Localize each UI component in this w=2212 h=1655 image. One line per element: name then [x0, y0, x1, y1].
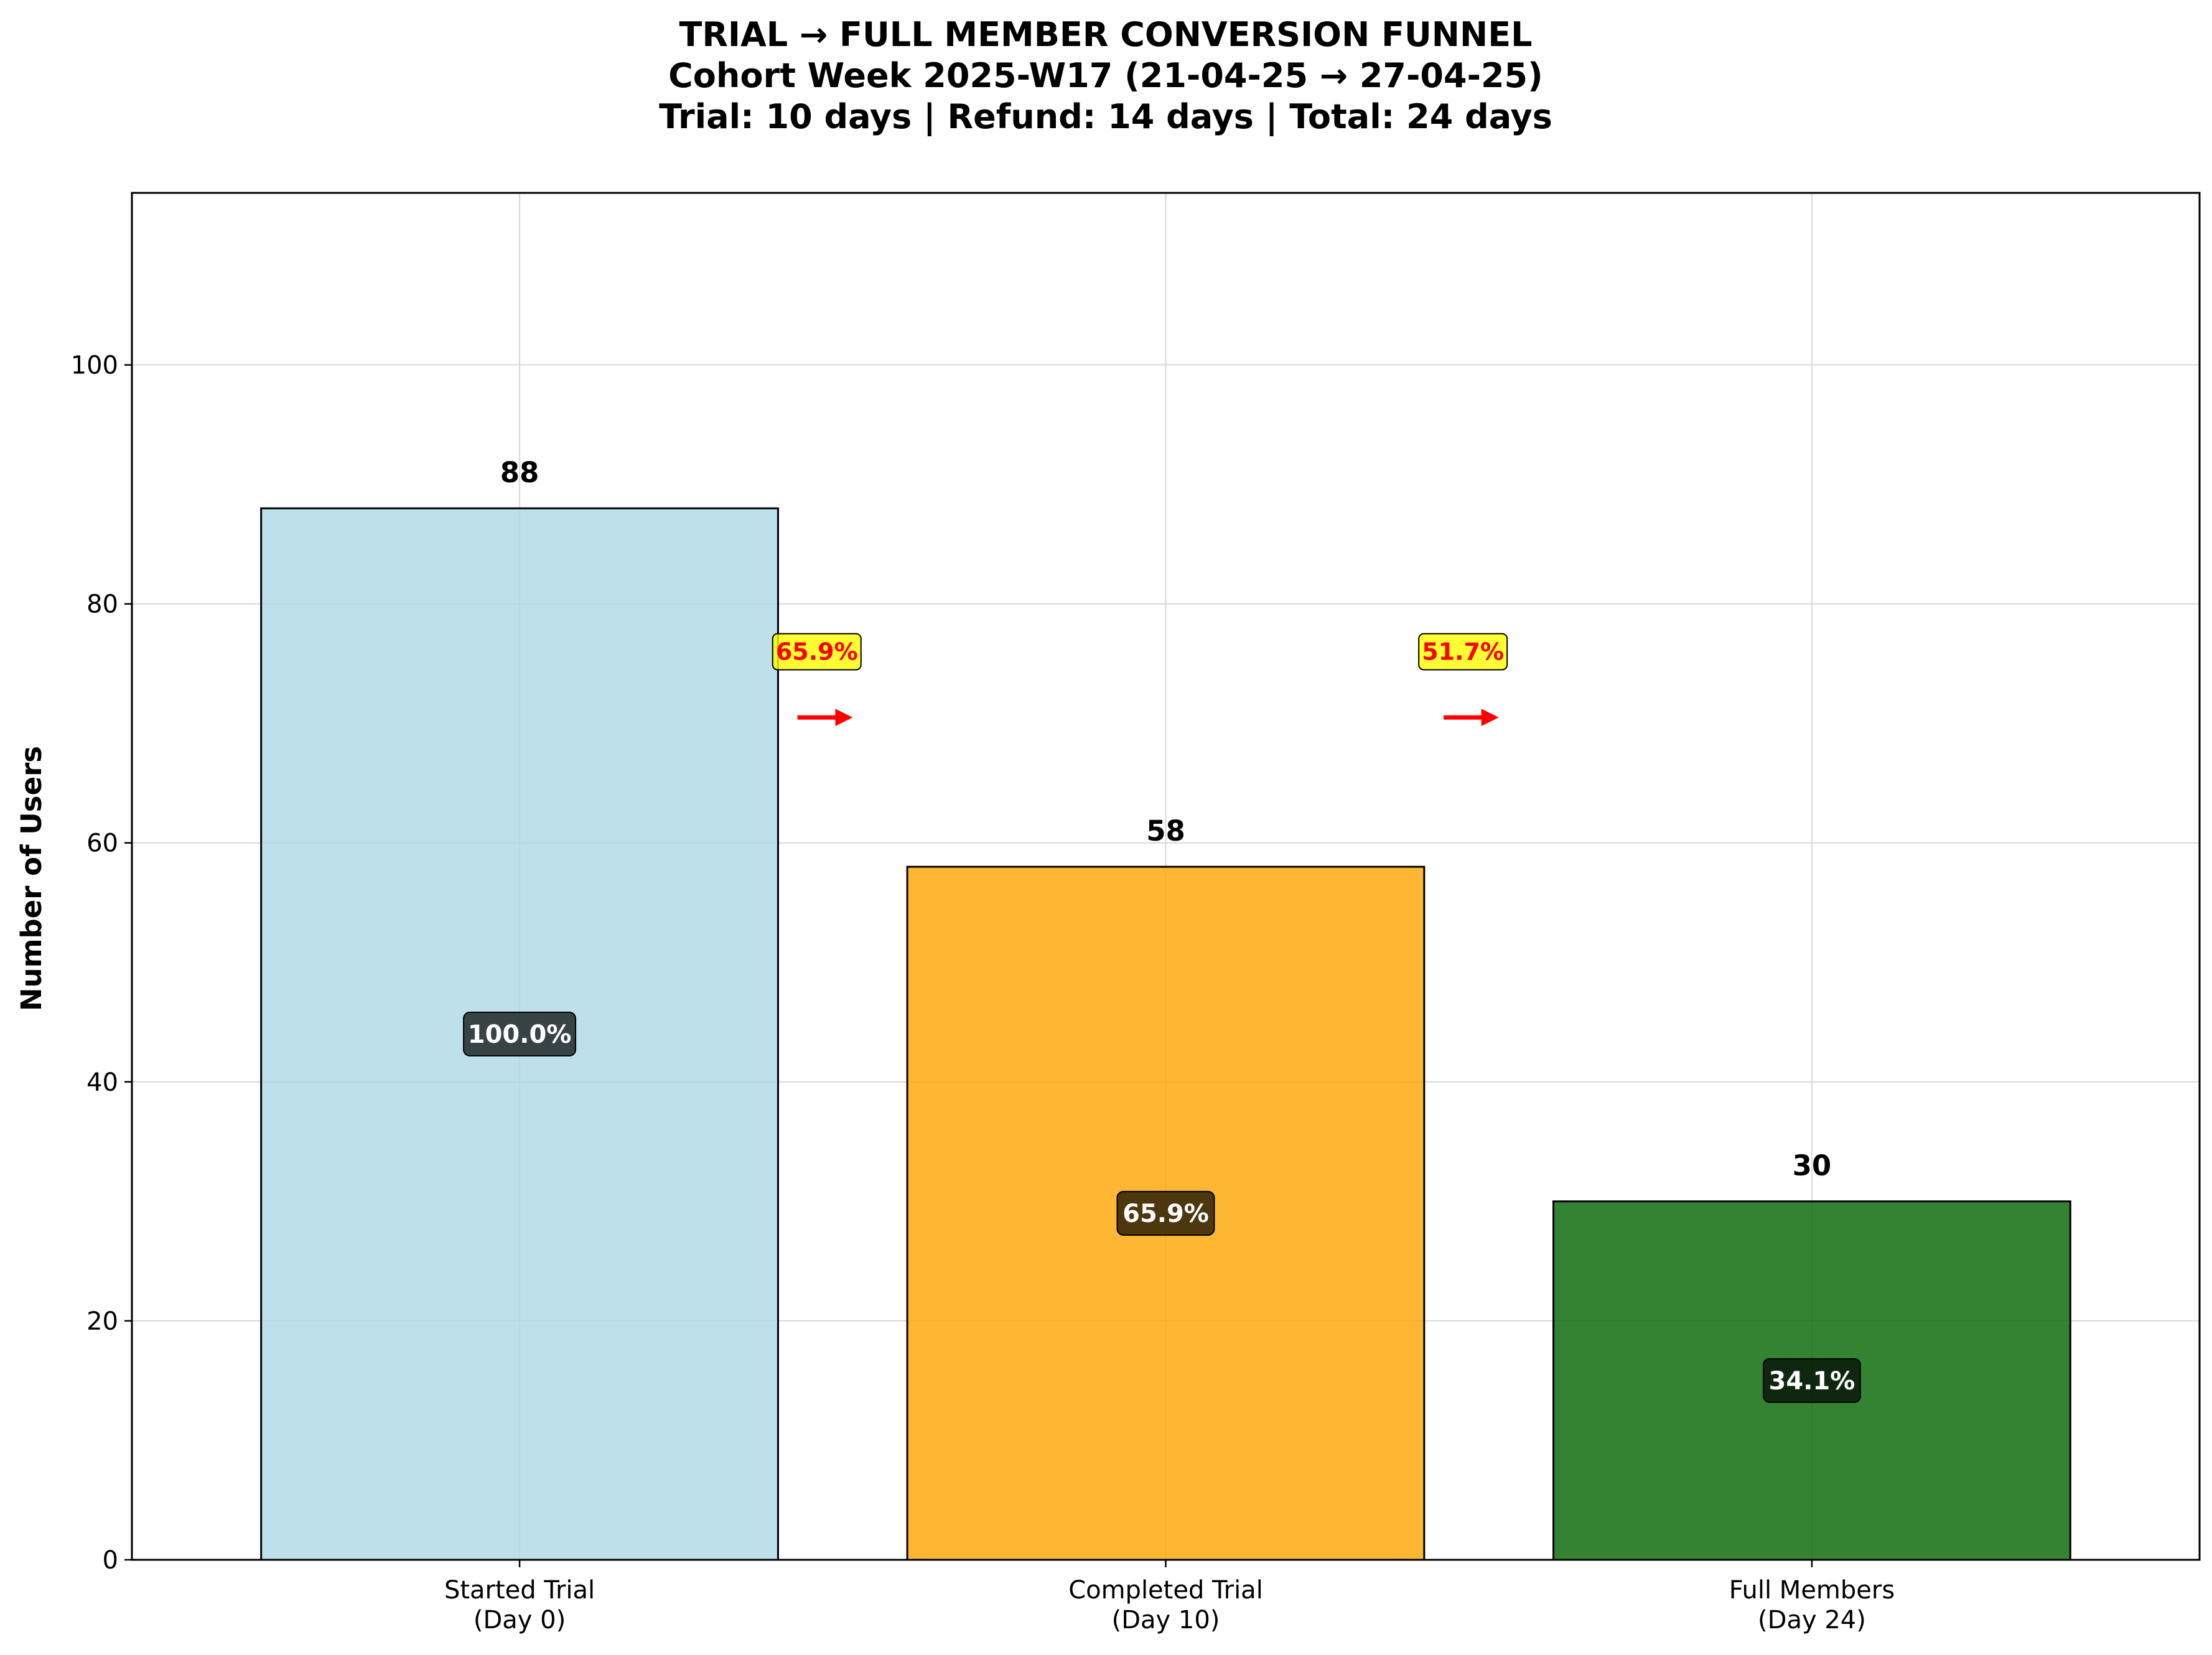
y-tick-label: 80	[86, 590, 118, 619]
chart-title-line-3: Trial: 10 days | Refund: 14 days | Total…	[659, 97, 1552, 136]
chart-title: TRIAL → FULL MEMBER CONVERSION FUNNEL Co…	[659, 15, 1552, 136]
y-tick-label: 0	[103, 1546, 118, 1575]
bar-value-label: 58	[1146, 814, 1185, 847]
x-tick-label: Started Trial (Day 0)	[444, 1576, 595, 1634]
percent-badge	[463, 1012, 577, 1056]
x-tick-label: Completed Trial (Day 10)	[1068, 1576, 1263, 1634]
y-tick-label: 100	[71, 352, 118, 380]
percent-badge	[1762, 1358, 1861, 1403]
bar-labels: 88 100.0% 58 65.9% 30 34.1%	[463, 456, 1861, 1403]
step-conversion-label: 65.9%	[776, 638, 858, 665]
percent-of-start-label: 100.0%	[468, 1020, 572, 1049]
x-tick-label: Full Members (Day 24)	[1729, 1576, 1895, 1634]
y-tick-label: 20	[86, 1307, 118, 1336]
step-conversion-badge	[1418, 633, 1508, 671]
step-conversions: 65.9% 51.7%	[772, 633, 1508, 727]
step-conversion-badge	[772, 633, 862, 671]
percent-badge	[1116, 1191, 1215, 1236]
bar-value-label: 30	[1793, 1149, 1832, 1182]
chart-title-line-2: Cohort Week 2025-W17 (21-04-25 → 27-04-2…	[668, 56, 1543, 95]
y-tick-label: 40	[86, 1068, 118, 1097]
y-tick-label: 60	[86, 829, 118, 858]
chart-title-line-1: TRIAL → FULL MEMBER CONVERSION FUNNEL	[679, 15, 1533, 54]
percent-of-start-label: 34.1%	[1769, 1367, 1855, 1396]
step-conversion-label: 51.7%	[1422, 638, 1504, 665]
percent-of-start-label: 65.9%	[1122, 1200, 1209, 1228]
bar-value-label: 88	[500, 456, 539, 489]
y-axis-title: Number of Users	[15, 746, 48, 1011]
bar	[1552, 1200, 2071, 1561]
axes: 0 20 40 60 80 100 Started Trial (Day 0) Complete…	[71, 192, 2201, 1634]
